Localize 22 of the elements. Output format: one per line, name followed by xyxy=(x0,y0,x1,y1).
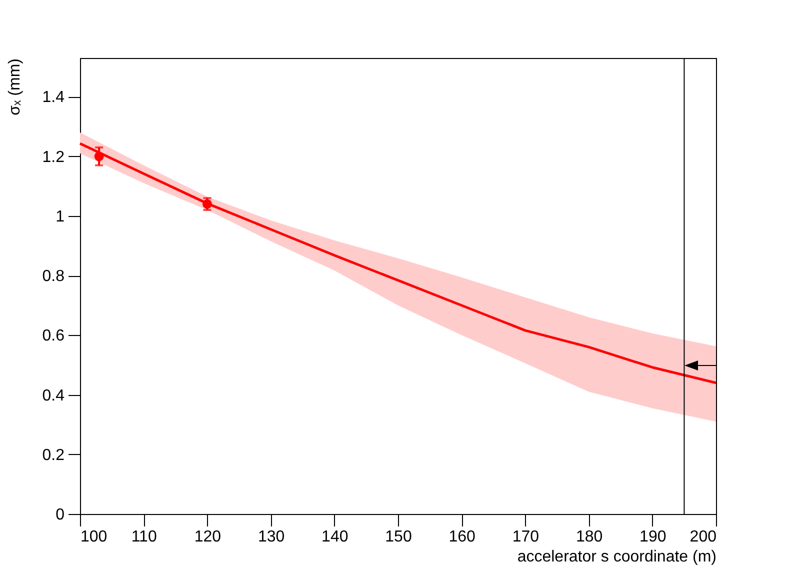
y-tick-label: 0.4 xyxy=(42,387,65,404)
x-tick-label: 190 xyxy=(640,528,666,546)
y-tick-label: 1 xyxy=(56,208,65,226)
x-tick-label: 140 xyxy=(322,528,348,546)
x-tick-label: 100 xyxy=(80,528,108,546)
y-tick-label: 1.2 xyxy=(42,148,65,166)
x-tick-label: 110 xyxy=(131,528,157,546)
y-tick-label: 1.4 xyxy=(42,89,65,106)
x-tick-label: 130 xyxy=(258,528,285,546)
y-tick-label: 0.8 xyxy=(42,268,65,286)
y-tick-label: 0.6 xyxy=(42,328,65,345)
x-tick-label: 160 xyxy=(448,528,476,546)
x-tick-label: 180 xyxy=(576,528,603,546)
x-tick-label: 200 xyxy=(690,528,717,546)
x-tick-label: 170 xyxy=(512,528,540,546)
x-axis-title: accelerator s coordinate (m) xyxy=(517,548,716,566)
line-series xyxy=(78,142,718,384)
y-axis-title: σₓ (mm) xyxy=(6,58,24,116)
y-tick-label: 0 xyxy=(56,506,65,524)
y-tick-label: 0.2 xyxy=(42,446,65,464)
x-tick-label: 120 xyxy=(194,528,222,546)
x-tick-label: 150 xyxy=(385,528,412,546)
